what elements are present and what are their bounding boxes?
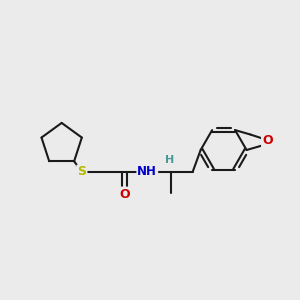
Text: O: O xyxy=(262,134,273,147)
Text: O: O xyxy=(119,188,130,201)
Text: S: S xyxy=(77,166,86,178)
Text: NH: NH xyxy=(137,166,157,178)
Text: H: H xyxy=(165,154,175,165)
